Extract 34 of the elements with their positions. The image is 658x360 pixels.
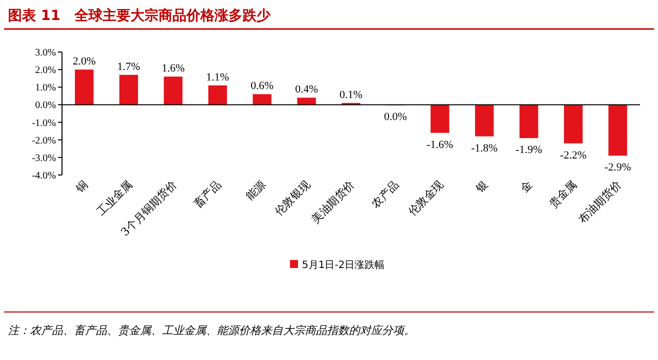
legend-label: 5月1日-2日涨跌幅: [302, 259, 385, 271]
y-tick-label: 3.0%: [35, 48, 56, 58]
x-tick-label: 贵金属: [546, 178, 580, 210]
x-tick-label: 畜产品: [191, 178, 224, 210]
y-tick-label: 1.0%: [35, 82, 56, 94]
data-label: 0.6%: [250, 80, 274, 92]
data-label: 1.1%: [206, 71, 230, 84]
data-label: -2.2%: [560, 149, 587, 162]
x-tick-label: 铜: [72, 178, 90, 196]
text: 注：农产品、畜产品、贵金属、工业金属、能源价格来自大宗商品指数的对应分项。: [8, 323, 416, 339]
data-label: 0.0%: [384, 111, 407, 124]
x-tick-label: 能源: [243, 178, 268, 203]
data-label: 1.7%: [117, 60, 140, 73]
y-tick-label: -3.0%: [32, 152, 56, 164]
data-label: -1.8%: [471, 142, 498, 154]
data-label: 0.1%: [340, 88, 362, 101]
y-tick-label: -2.0%: [32, 135, 56, 146]
chart-title: 图表 11 全球主要大宗商品价格涨多跌少: [8, 7, 272, 24]
x-tick-label: 伦敦金现: [406, 178, 446, 218]
x-tick-label: 金: [518, 178, 535, 195]
y-tick-label: -1.0%: [32, 118, 56, 129]
y-tick-label: -4.0%: [32, 170, 56, 182]
data-label: -2.9%: [604, 162, 632, 174]
data-label: -1.9%: [516, 144, 542, 156]
data-label: -1.6%: [426, 138, 454, 151]
x-tick-label: 银: [472, 178, 491, 196]
data-label: 1.6%: [162, 62, 185, 75]
y-tick-label: 2.0%: [35, 65, 56, 76]
x-tick-label: 工业金属: [94, 178, 135, 218]
x-tick-label: 农产品: [369, 178, 402, 210]
data-label: 2.0%: [72, 56, 96, 68]
data-label: 0.4%: [295, 84, 318, 96]
y-tick-label: 0.0%: [35, 100, 56, 112]
x-tick-label: 伦敦银现: [272, 178, 313, 218]
